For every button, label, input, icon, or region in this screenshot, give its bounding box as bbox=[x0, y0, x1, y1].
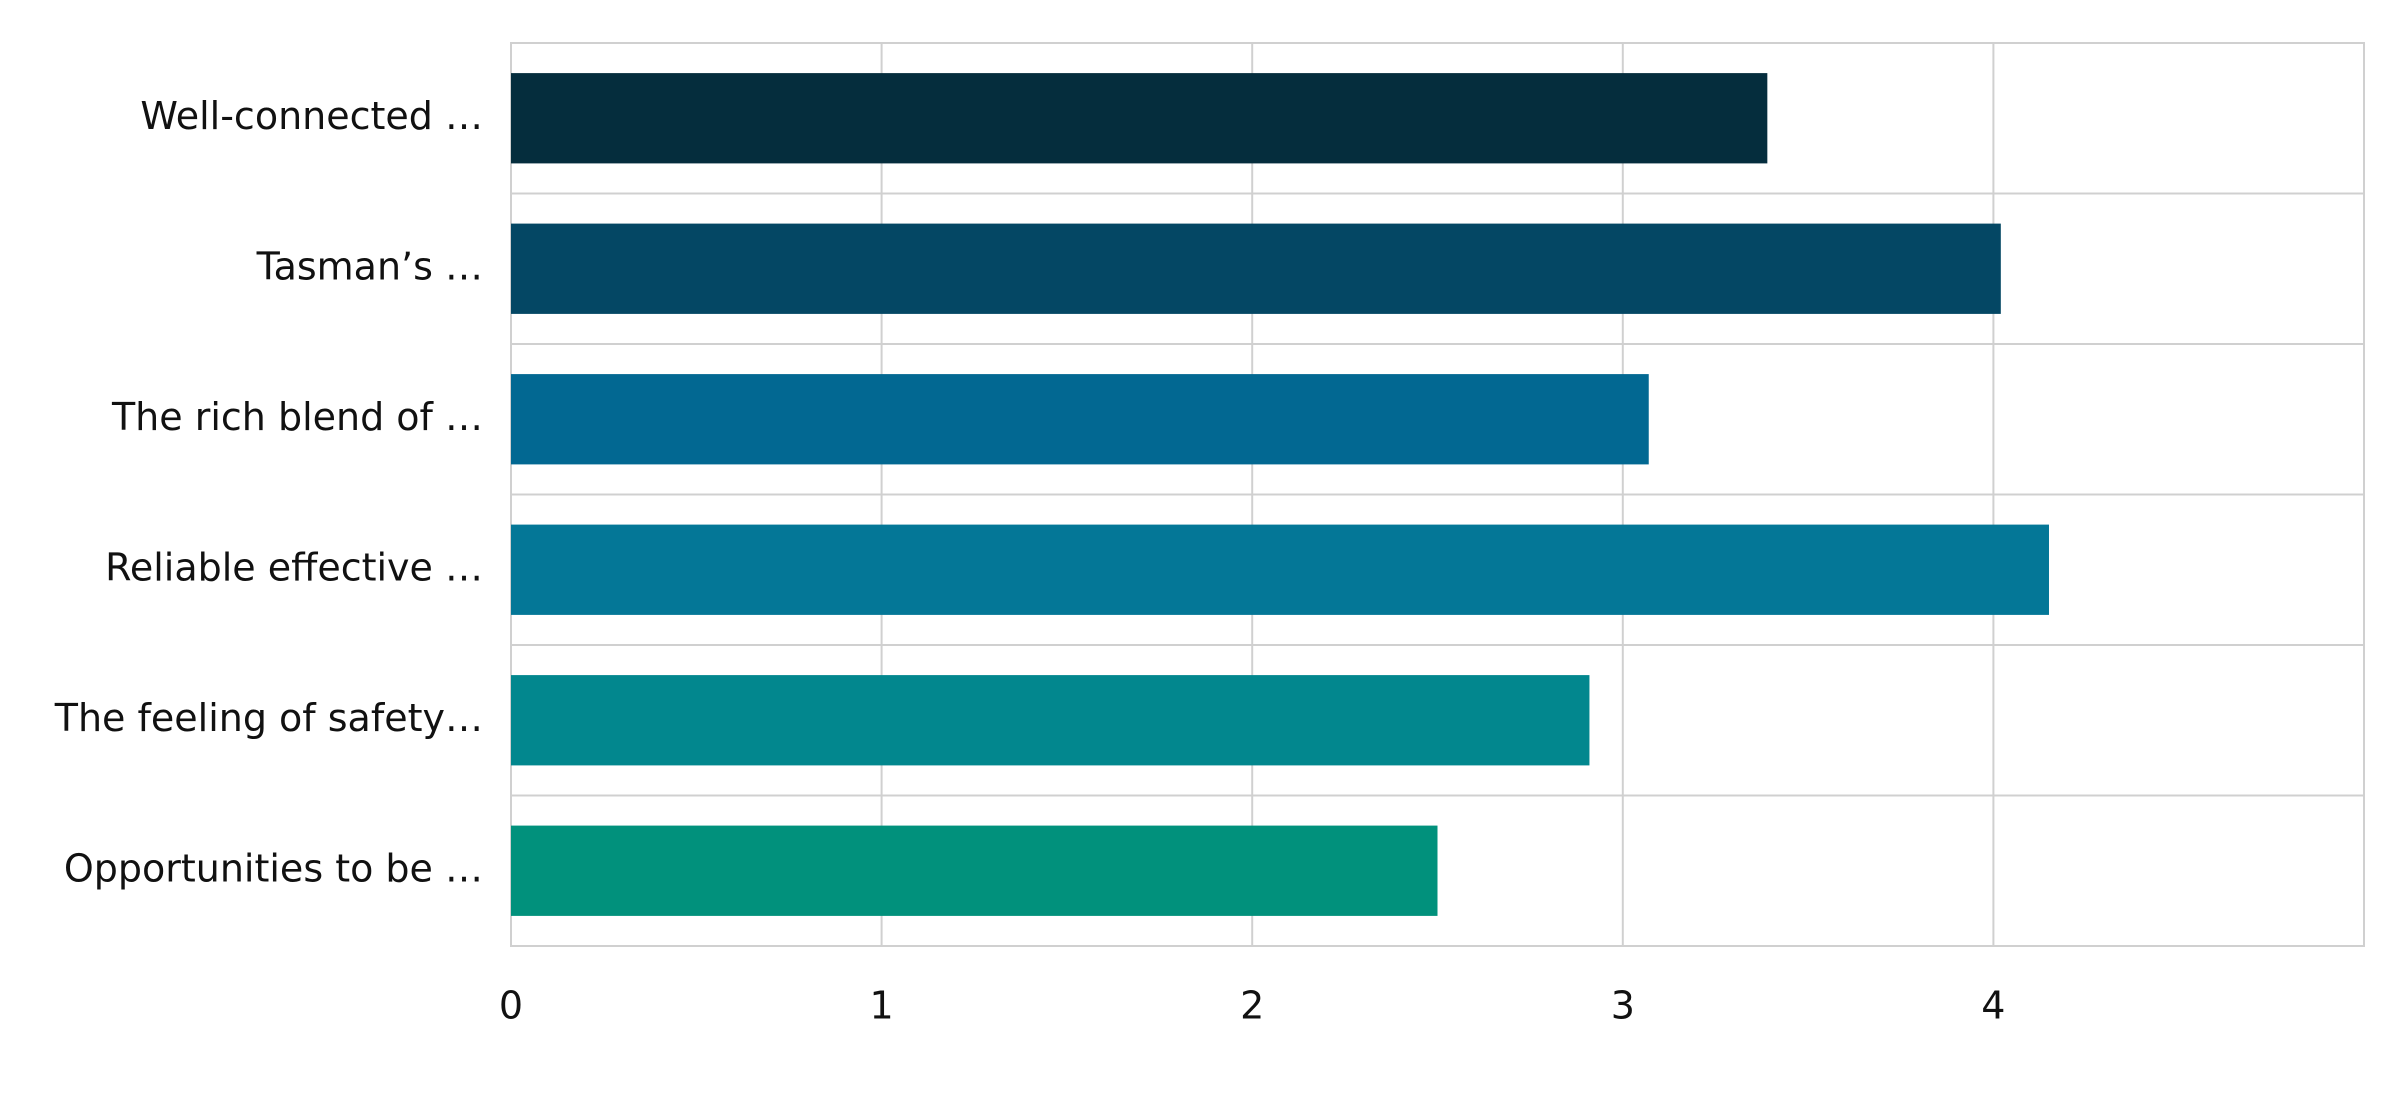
y-tick-label: The rich blend of … bbox=[111, 395, 483, 439]
bar bbox=[511, 73, 1768, 164]
bar bbox=[511, 374, 1649, 465]
bar bbox=[511, 223, 2001, 314]
bar bbox=[511, 524, 2049, 615]
x-tick-label: 3 bbox=[1611, 984, 1635, 1028]
bar bbox=[511, 825, 1438, 916]
y-tick-label: Opportunities to be … bbox=[64, 846, 483, 890]
x-tick-label: 2 bbox=[1240, 984, 1264, 1028]
y-tick-label: Tasman’s … bbox=[256, 244, 483, 288]
y-tick-label: Well-connected … bbox=[140, 94, 483, 138]
y-tick-label: Reliable effective … bbox=[105, 545, 483, 589]
x-tick-label: 1 bbox=[870, 984, 894, 1028]
x-tick-label: 4 bbox=[1981, 984, 2005, 1028]
x-tick-label: 0 bbox=[499, 984, 523, 1028]
bar bbox=[511, 675, 1590, 766]
y-tick-label: The feeling of safety… bbox=[54, 696, 483, 740]
